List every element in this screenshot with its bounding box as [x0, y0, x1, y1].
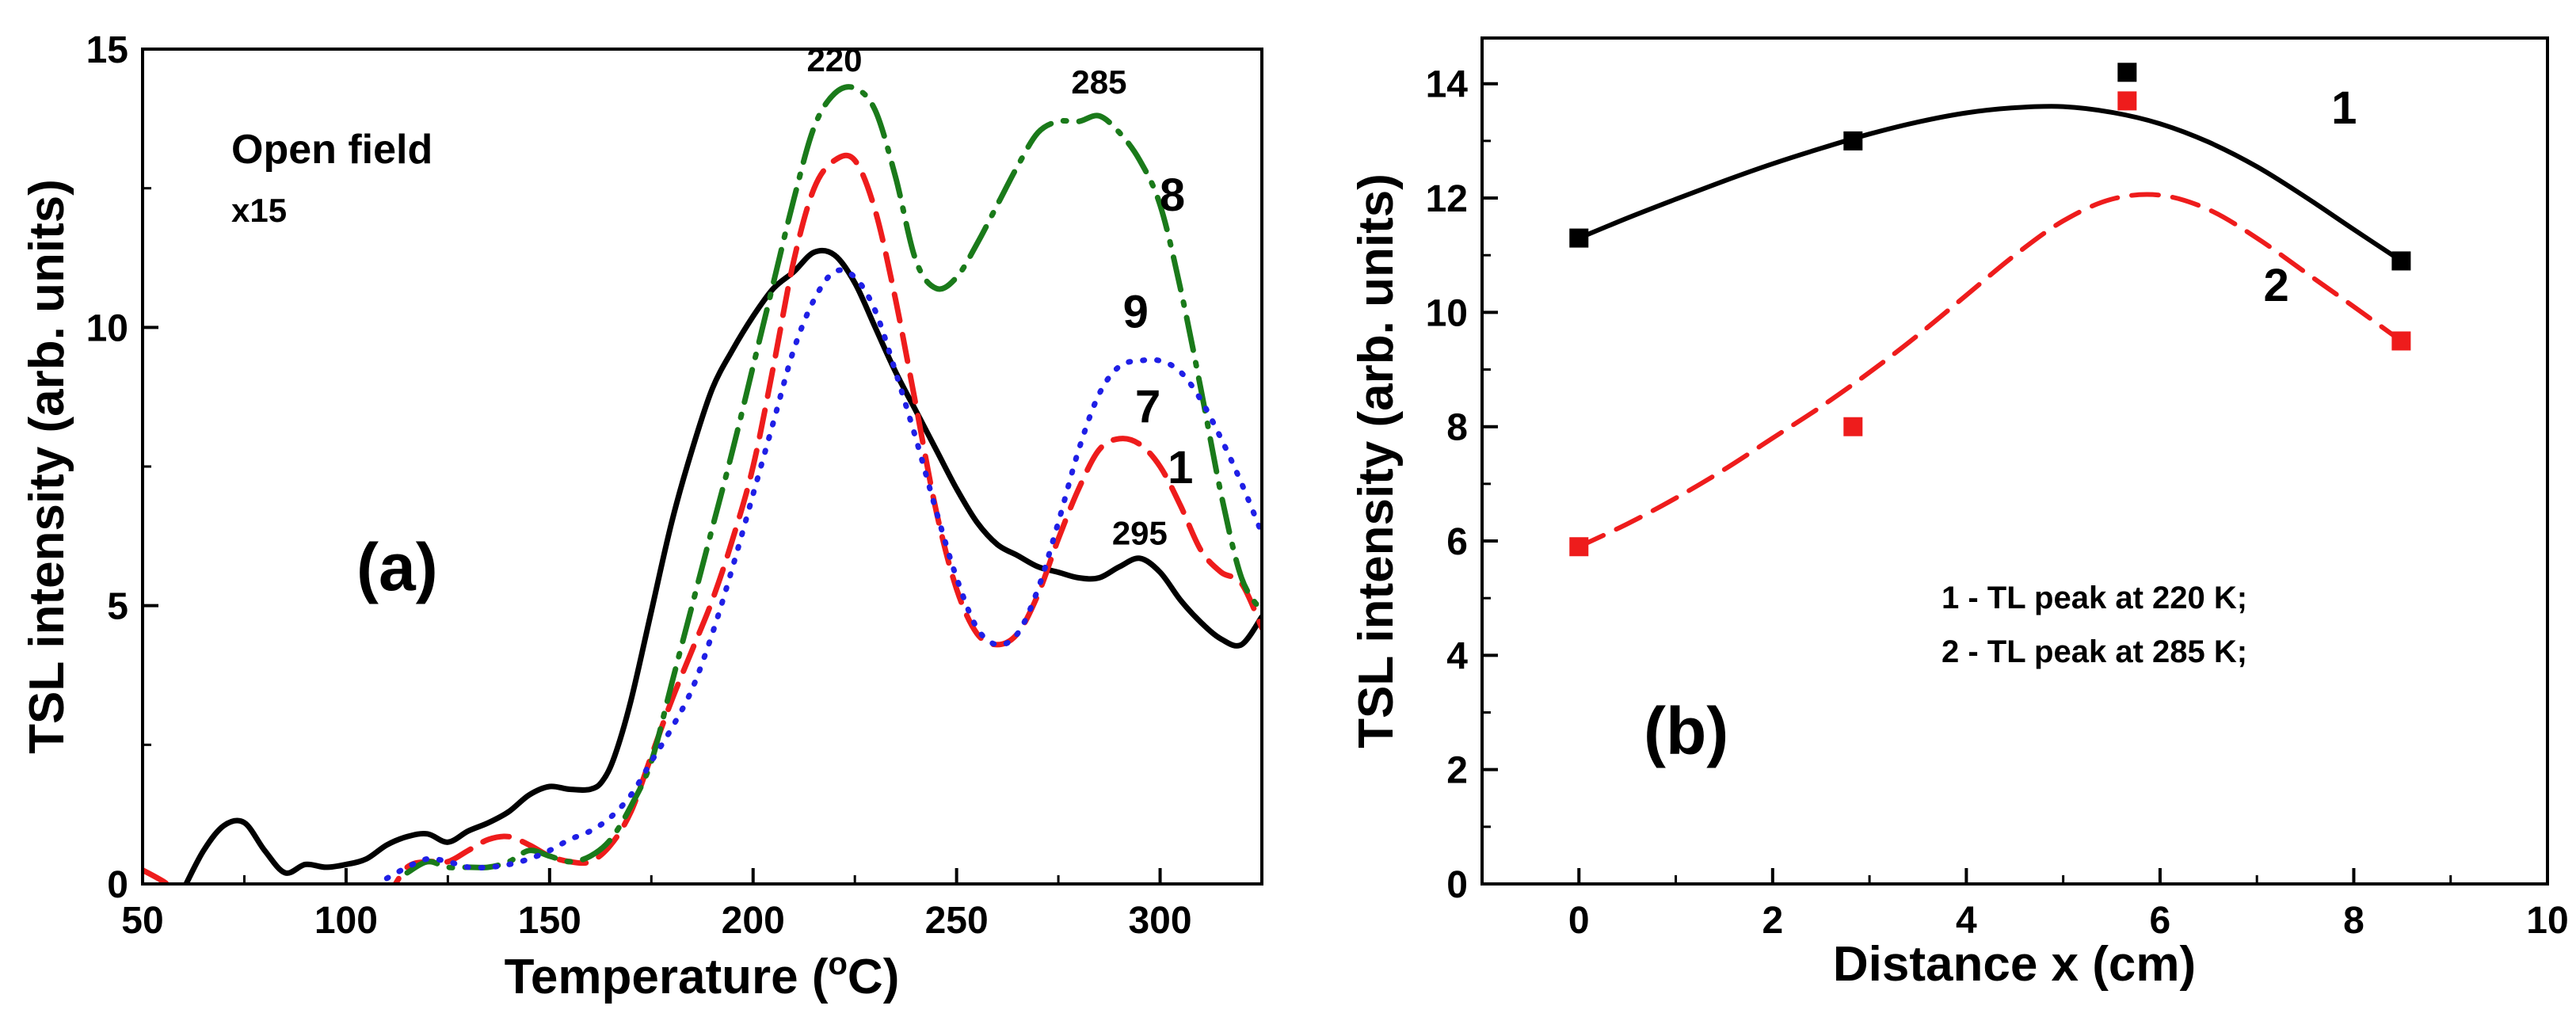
panel-b-series-2-marker [2391, 331, 2411, 351]
panel-b-x-tick-label: 2 [1762, 900, 1783, 942]
panel-b-y-tick-label: 10 [1426, 292, 1468, 334]
panel-b-x-tick-label: 4 [1956, 900, 1977, 942]
panel-b-legend-line-2: 2 - TL peak at 285 K; [1942, 634, 2247, 669]
panel-a-x-axis-title: Temperature (oC) [505, 947, 900, 1004]
panel-b-y-tick-label: 12 [1426, 178, 1468, 220]
panel-a-x-tick-label: 250 [925, 900, 989, 942]
panel-b-y-axis-title: TSL intensity (arb. units) [1349, 173, 1404, 748]
panel-a-curve-label-7: 7 [1135, 381, 1160, 432]
panel-a-series-group [143, 84, 1262, 884]
panel-a-x-tick-label: 50 [121, 900, 163, 942]
panel-b-x-tick-label: 6 [2150, 900, 2171, 942]
panel-b-series-2-marker [2117, 91, 2137, 111]
panel-a-x-tick-label: 300 [1128, 900, 1191, 942]
panel-a-peak-label: 285 [1071, 63, 1126, 101]
panel-b-y-tick-label: 14 [1426, 64, 1469, 106]
panel-a-label: (a) [356, 530, 438, 604]
panel-a-curve-7 [143, 152, 1262, 884]
panel-a-curve-label-8: 8 [1160, 170, 1185, 221]
panel-b-y-tick-label: 6 [1446, 521, 1468, 563]
panel-a-y-tick-label: 10 [86, 307, 128, 349]
panel-b-curve-1 [1576, 104, 2404, 264]
panel-a-curve-1 [183, 247, 1262, 884]
panel-b-series-1-marker [1569, 228, 1589, 248]
panel-b-label: (b) [1644, 694, 1728, 768]
panel-b-labels: 12 [2264, 82, 2357, 311]
panel-a-axis-frame [141, 48, 1263, 886]
panel-a-curve-9 [383, 267, 1262, 882]
panel-a-annotation-title: Open field [231, 127, 433, 173]
panel-b-y-tick-label: 4 [1446, 635, 1468, 677]
panel-b-series-1-marker [1843, 131, 1863, 150]
panel-b-series-group [1569, 63, 2411, 557]
panel-a-y-tick-label: 5 [107, 586, 128, 628]
panel-b-x-axis-title: Distance x (cm) [1833, 937, 2196, 992]
panel-b-series-1-marker [2391, 251, 2411, 271]
panel-b-x-tick-label: 0 [1568, 900, 1590, 942]
panel-b-legend-line-1: 1 - TL peak at 220 K; [1942, 581, 2247, 615]
panel-b-y-tick-label: 8 [1446, 407, 1468, 449]
panel-b-curve-label-1: 1 [2331, 82, 2357, 134]
panel-b-y-tick-label: 0 [1446, 864, 1468, 906]
panel-b-series-2-marker [1843, 417, 1863, 436]
panel-a-x-tick-label: 200 [722, 900, 785, 942]
panel-a-x-tick-label: 150 [518, 900, 581, 942]
panel-a-y-axis-title: TSL intensity (arb. units) [20, 179, 74, 754]
panel-b-series-1-marker [2117, 63, 2137, 82]
panel-a-curve-label-9: 9 [1123, 286, 1149, 337]
panel-a-y-tick-label: 0 [107, 864, 128, 906]
panel-a-ticks: 50 100 150 200 250 300 0 5 10 15 [86, 29, 1192, 942]
panel-a-curve-8 [404, 84, 1262, 876]
panel-b-x-tick-label: 8 [2343, 900, 2365, 942]
panel-b-x-tick-label: 10 [2526, 900, 2568, 942]
panel-b-curve-2 [1576, 192, 2404, 550]
panel-a-peak-label: 295 [1112, 514, 1168, 551]
panel-a-y-tick-label: 15 [86, 29, 128, 71]
panel-b-y-tick-label: 2 [1446, 750, 1468, 792]
panel-b-series-2-marker [1569, 537, 1589, 557]
panel-a-x-tick-label: 100 [314, 900, 378, 942]
panel-a-labels: 17 8 9 220 285 295 [806, 41, 1193, 551]
panel-b-curve-label-2: 2 [2264, 260, 2289, 311]
panel-a-curve-label-1: 1 [1168, 442, 1193, 493]
panel-b-axis-frame [1480, 36, 2549, 886]
panel-a: 50 100 150 200 250 300 0 5 10 15 17 8 9 220 285 295 TS… [20, 29, 1263, 1004]
panel-a-annotation-scale: x15 [231, 192, 287, 229]
panel-a-peak-label: 220 [806, 41, 862, 78]
